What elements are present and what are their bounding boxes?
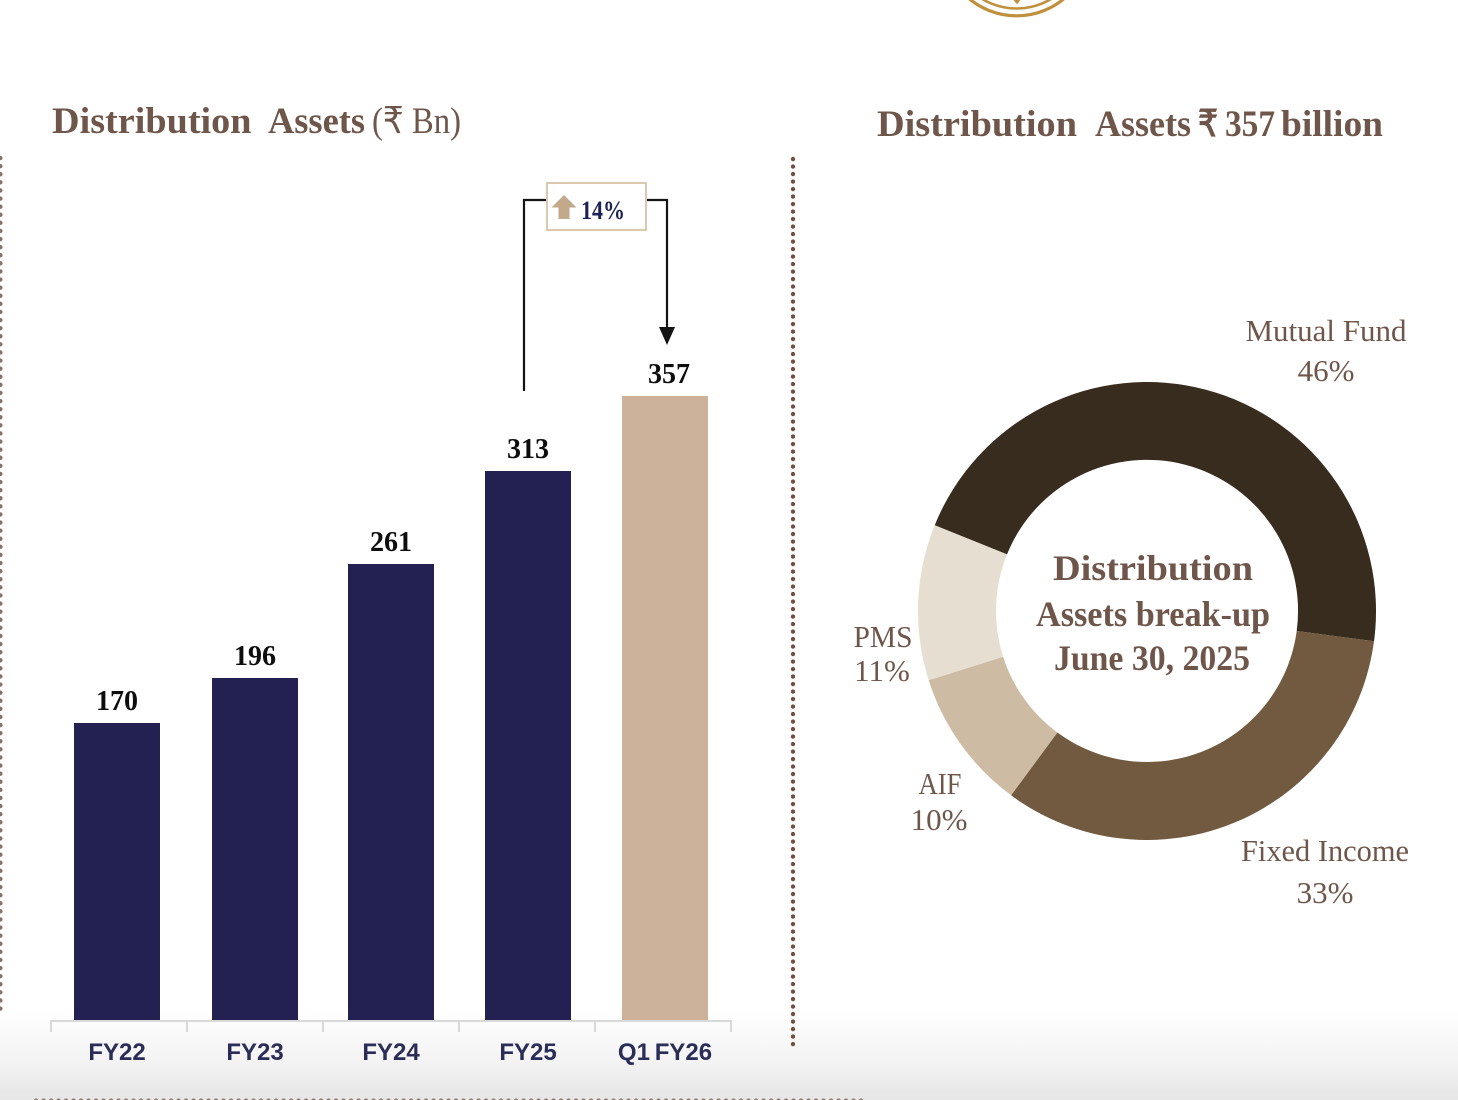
svg-text:FY25: FY25 <box>499 1039 556 1066</box>
svg-text:Distribution: Distribution <box>52 101 252 142</box>
svg-text:33%: 33% <box>1297 875 1354 910</box>
svg-text:10%: 10% <box>911 802 968 837</box>
svg-text:FY24: FY24 <box>362 1039 420 1066</box>
svg-text:196: 196 <box>234 641 276 672</box>
svg-text:Fixed Income: Fixed Income <box>1241 833 1409 868</box>
svg-text:Assets: Assets <box>268 101 365 142</box>
svg-text:Distribution: Distribution <box>877 104 1077 145</box>
svg-text:357: 357 <box>648 359 690 390</box>
svg-text:Mutual Fund: Mutual Fund <box>1246 313 1407 348</box>
svg-text:PMS: PMS <box>854 619 913 654</box>
svg-text:261: 261 <box>370 527 412 558</box>
svg-text:46%: 46% <box>1298 353 1355 388</box>
svg-text:Q1 FY26: Q1 FY26 <box>618 1039 712 1066</box>
svg-text:14%: 14% <box>581 196 625 225</box>
svg-text:FY23: FY23 <box>226 1039 283 1066</box>
svg-text:Assets: Assets <box>1095 104 1191 145</box>
svg-text:AIF: AIF <box>919 766 962 801</box>
svg-text:313: 313 <box>507 434 549 465</box>
svg-text:billion: billion <box>1281 104 1383 145</box>
svg-text:11%: 11% <box>854 653 910 688</box>
svg-text:₹: ₹ <box>1198 104 1218 145</box>
svg-text:170: 170 <box>96 686 138 717</box>
svg-text:June 30, 2025: June 30, 2025 <box>1054 638 1250 678</box>
svg-text:FY22: FY22 <box>88 1039 145 1066</box>
svg-text:(₹ Bn): (₹ Bn) <box>372 101 461 142</box>
svg-text:357: 357 <box>1225 104 1275 145</box>
svg-text:Assets break-up: Assets break-up <box>1036 594 1270 634</box>
svg-text:Distribution: Distribution <box>1053 548 1253 588</box>
